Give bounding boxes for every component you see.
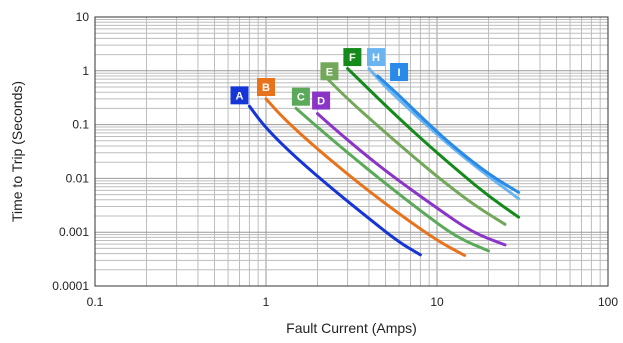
- x-axis-title: Fault Current (Amps): [286, 320, 417, 336]
- x-tick-label: 0.1: [87, 295, 104, 309]
- y-tick-label: 0.01: [66, 171, 90, 185]
- curve-label-badge: [320, 62, 339, 81]
- x-tick-label: 1: [263, 295, 270, 309]
- curve-c: [294, 106, 490, 253]
- y-tick-label: 0.0001: [52, 279, 89, 293]
- y-tick-labels: 0.0001 0.001 0.01 0.1 1 10: [52, 10, 89, 293]
- y-tick-label: 0.001: [59, 225, 89, 239]
- x-tick-label: 100: [598, 295, 618, 309]
- curve-labels: A B C D E F H I: [230, 48, 409, 110]
- curve-label-badge: [291, 87, 310, 106]
- curve-label-text: C: [297, 92, 305, 104]
- curve-label-text: B: [262, 82, 270, 94]
- curve-label-e: E: [320, 62, 339, 81]
- trip-curves: [247, 67, 521, 257]
- plot-frame: [94, 16, 609, 287]
- curve-h: [367, 67, 521, 201]
- curve-label-badge: [343, 48, 362, 67]
- curve-label-f: F: [343, 48, 362, 67]
- curve-d: [316, 112, 507, 247]
- curve-label-text: D: [317, 96, 325, 108]
- y-tick-label: 0.1: [72, 118, 89, 132]
- curve-label-text: F: [349, 52, 356, 64]
- curve-label-badge: [367, 48, 386, 67]
- curve-b: [264, 97, 467, 257]
- curve-label-text: H: [372, 52, 380, 64]
- curve-label-text: A: [236, 90, 244, 102]
- curve-label-h: H: [367, 48, 386, 67]
- curve-label-d: D: [312, 91, 331, 110]
- curve-a: [247, 104, 422, 257]
- y-tick-label: 1: [82, 64, 89, 78]
- curve-label-text: E: [326, 66, 333, 78]
- y-axis-title: Time to Trip (Seconds): [9, 81, 25, 222]
- y-tick-label: 10: [76, 10, 90, 24]
- curve-e: [323, 74, 507, 226]
- curve-label-badge: [257, 77, 275, 96]
- curve-label-c: C: [291, 87, 310, 106]
- curve-label-b: B: [257, 77, 275, 96]
- curve-f: [346, 67, 521, 219]
- curve-label-badge: [390, 62, 409, 81]
- curve-label-badge: [230, 86, 249, 105]
- curve-label-text: I: [398, 67, 401, 79]
- x-tick-labels: 0.1 1 10 100: [87, 295, 619, 309]
- curve-label-badge: [312, 91, 331, 110]
- x-tick-label: 10: [430, 295, 444, 309]
- curve-i: [376, 74, 521, 194]
- curve-label-a: A: [230, 86, 249, 105]
- curve-label-i: I: [390, 62, 409, 81]
